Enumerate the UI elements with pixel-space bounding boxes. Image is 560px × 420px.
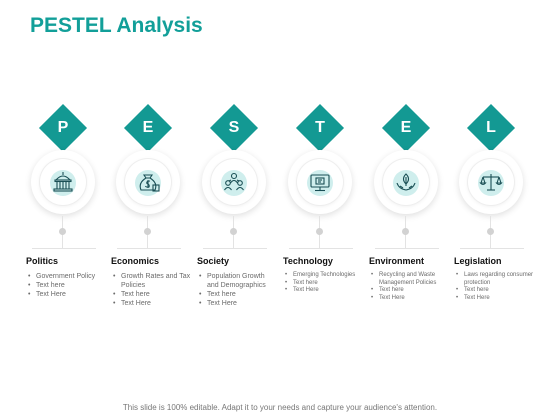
pestel-column-politics: P Politics Government Policy Text here T… xyxy=(20,0,106,420)
column-heading: Legislation xyxy=(454,256,502,266)
bullet-list: Laws regarding consumer protection Text … xyxy=(454,272,534,302)
bullet-item: Text here xyxy=(111,290,191,299)
connector-dot xyxy=(487,228,494,235)
divider xyxy=(117,248,181,249)
scales-of-justice-icon xyxy=(475,166,507,198)
diamond-letter: E xyxy=(142,119,154,136)
diamond-letter: P xyxy=(57,119,69,136)
column-heading: Society xyxy=(197,256,230,266)
connector-dot xyxy=(402,228,409,235)
bullet-item: Growth Rates and Tax Policies xyxy=(111,272,191,290)
bullet-list: Emerging Technologies Text here Text Her… xyxy=(283,272,363,295)
bullet-item: Emerging Technologies xyxy=(283,272,363,280)
bullet-item: Text here xyxy=(369,287,449,295)
bullet-list: Growth Rates and Tax Policies Text here … xyxy=(111,272,191,308)
connector-dot xyxy=(316,228,323,235)
pestel-column-legislation: L Legislation Laws regarding consumer pr… xyxy=(448,0,534,420)
divider xyxy=(460,248,524,249)
pestel-column-environment: E Environment Recycling and Waste Manage… xyxy=(363,0,449,420)
column-heading: Technology xyxy=(283,256,333,266)
bullet-list: Population Growth and Demographics Text … xyxy=(197,272,277,308)
pestel-column-technology: T Technology Emerging Technologies Text … xyxy=(277,0,363,420)
pestel-column-society: S Society Population Growth and Demograp… xyxy=(191,0,277,420)
bullet-list: Government Policy Text here Text Here xyxy=(26,272,106,299)
column-heading: Economics xyxy=(111,256,160,266)
diamond-letter: T xyxy=(315,119,325,136)
bullet-list: Recycling and Waste Management Policies … xyxy=(369,272,449,302)
connector-dot xyxy=(230,228,237,235)
people-group-icon xyxy=(218,166,250,198)
page-title: PESTEL Analysis xyxy=(30,14,203,37)
plant-in-hand-icon xyxy=(390,166,422,198)
column-heading: Politics xyxy=(26,256,59,266)
diamond-letter: S xyxy=(228,119,240,136)
computer-monitor-icon xyxy=(304,166,336,198)
connector-dot xyxy=(59,228,66,235)
bullet-item: Government Policy xyxy=(26,272,106,281)
connector-dot xyxy=(144,228,151,235)
bullet-item: Text here xyxy=(283,280,363,288)
bullet-item: Text Here xyxy=(26,290,106,299)
bullet-item: Text here xyxy=(26,281,106,290)
bullet-item: Text Here xyxy=(197,299,277,308)
divider xyxy=(289,248,353,249)
divider xyxy=(32,248,96,249)
column-heading: Environment xyxy=(369,256,425,266)
bullet-item: Text Here xyxy=(369,295,449,303)
diamond-letter: E xyxy=(400,119,412,136)
bullet-item: Text Here xyxy=(454,295,534,303)
bullet-item: Laws regarding consumer protection xyxy=(454,272,534,287)
bullet-item: Text here xyxy=(454,287,534,295)
bullet-item: Population Growth and Demographics xyxy=(197,272,277,290)
footer-note: This slide is 100% editable. Adapt it to… xyxy=(122,403,438,412)
money-bag-icon xyxy=(132,166,164,198)
bullet-item: Text Here xyxy=(111,299,191,308)
bullet-item: Text here xyxy=(197,290,277,299)
diamond-letter: L xyxy=(486,119,496,136)
pestel-column-economics: E Economics Growth Rates and Tax Policie… xyxy=(105,0,191,420)
divider xyxy=(203,248,267,249)
capitol-building-icon xyxy=(47,166,79,198)
divider xyxy=(375,248,439,249)
bullet-item: Recycling and Waste Management Policies xyxy=(369,272,449,287)
bullet-item: Text Here xyxy=(283,287,363,295)
